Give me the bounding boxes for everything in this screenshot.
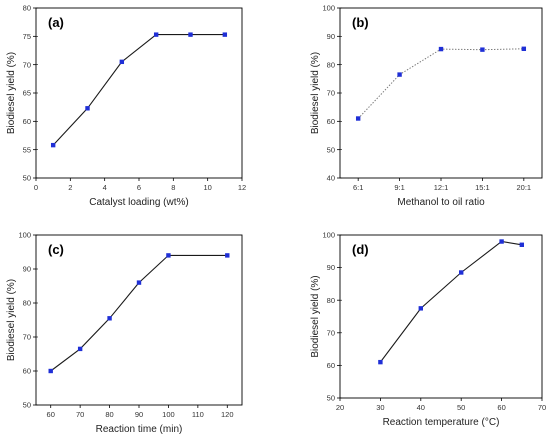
x-tick-label: 6:1 (353, 183, 363, 192)
x-tick-label: 60 (47, 410, 55, 419)
x-axis-label: Reaction time (min) (96, 424, 183, 435)
x-tick-label: 12 (238, 183, 246, 192)
x-tick-label: 60 (497, 403, 505, 412)
data-point-marker (77, 346, 83, 352)
data-point-marker (499, 239, 504, 244)
x-tick-label: 2 (68, 183, 72, 192)
x-tick-label: 6 (137, 183, 141, 192)
chart-panel-2: 40 50 60 70 80 90 100 6:1 9:1 12:1 15:1 20:1 Methano… (310, 4, 543, 208)
x-tick-label: 9:1 (394, 183, 404, 192)
data-point-marker (397, 72, 402, 77)
data-point-marker (153, 32, 159, 37)
y-tick-label: 50 (327, 145, 335, 154)
y-tick-label: 90 (23, 265, 31, 274)
y-tick-label: 60 (327, 117, 335, 126)
y-tick-label: 100 (322, 4, 335, 13)
x-tick-label: 12:1 (434, 183, 449, 192)
y-tick-label: 70 (23, 60, 31, 69)
y-tick-label: 70 (327, 89, 335, 98)
y-tick-label: 80 (327, 60, 335, 69)
plot-frame (339, 234, 543, 399)
data-point-marker (418, 306, 423, 311)
x-tick-label: 0 (34, 183, 38, 192)
y-axis-label: Biodiesel yield (%) (6, 279, 17, 361)
panel-label: (d) (352, 242, 369, 257)
y-tick-label: 60 (327, 361, 335, 370)
data-point-marker (188, 32, 193, 37)
panel-label: (c) (48, 242, 64, 257)
y-tick-label: 50 (23, 401, 31, 410)
data-point-marker (222, 32, 228, 37)
y-tick-label: 55 (23, 145, 31, 154)
y-tick-label: 70 (327, 328, 335, 337)
y-tick-label: 40 (327, 174, 335, 183)
panel-label: (a) (48, 15, 64, 30)
chart-panel-3: 50 60 70 80 90 100 60 70 80 90 100 110 120 Reaction t… (6, 231, 243, 435)
data-point-marker (166, 253, 171, 258)
y-axis-label: Biodiesel yield (%) (310, 275, 321, 357)
y-tick-label: 50 (327, 394, 335, 403)
data-point-marker (519, 242, 524, 247)
y-axis-label: Biodiesel yield (%) (6, 52, 17, 134)
x-tick-label: 4 (103, 183, 107, 192)
x-axis-label: Catalyst loading (wt%) (89, 197, 188, 208)
x-tick-label: 30 (376, 403, 384, 412)
x-tick-label: 80 (105, 410, 113, 419)
y-tick-label: 75 (23, 32, 31, 41)
y-tick-label: 100 (322, 231, 335, 240)
x-tick-label: 20 (336, 403, 344, 412)
plot-frame (339, 7, 543, 179)
x-tick-label: 10 (203, 183, 211, 192)
chart-panel-4: 50 60 70 80 90 100 20 30 40 50 60 70 Reaction temper… (310, 231, 546, 428)
y-tick-label: 80 (23, 4, 31, 13)
y-tick-label: 70 (23, 333, 31, 342)
y-tick-label: 90 (327, 32, 335, 41)
data-point-marker (355, 116, 361, 121)
plot-frame (35, 234, 243, 406)
series-line (379, 240, 522, 363)
y-tick-label: 90 (327, 263, 335, 272)
x-tick-label: 70 (76, 410, 84, 419)
x-axis-label: Methanol to oil ratio (397, 197, 485, 208)
x-tick-label: 100 (162, 410, 175, 419)
data-point-marker (378, 359, 383, 365)
y-tick-label: 60 (23, 117, 31, 126)
data-point-marker (50, 142, 56, 148)
y-tick-label: 80 (327, 296, 335, 305)
data-point-marker (119, 59, 125, 65)
x-tick-label: 8 (171, 183, 175, 192)
x-tick-label: 40 (417, 403, 425, 412)
panel-label: (b) (352, 15, 369, 30)
data-point-marker (136, 280, 142, 285)
y-tick-label: 100 (18, 231, 31, 240)
y-tick-label: 65 (23, 89, 31, 98)
x-tick-label: 120 (221, 410, 234, 419)
x-tick-label: 110 (192, 410, 204, 419)
y-tick-label: 80 (23, 299, 31, 308)
x-tick-label: 15:1 (475, 183, 490, 192)
series-line (52, 34, 225, 146)
series-line (50, 254, 228, 372)
data-point-marker (107, 316, 112, 321)
chart-panel-1: 50 55 60 65 70 75 80 0 2 4 6 8 10 12 Catalyst loading … (6, 4, 246, 208)
x-tick-label: 20:1 (517, 183, 532, 192)
plot-frame (35, 7, 243, 179)
data-point-marker (459, 270, 464, 275)
series-line (357, 48, 524, 119)
y-tick-label: 50 (23, 174, 31, 183)
data-point-marker (225, 253, 230, 258)
data-point-marker (438, 46, 444, 52)
data-point-marker (521, 46, 527, 51)
data-point-marker (48, 368, 53, 374)
y-axis-label: Biodiesel yield (%) (310, 52, 321, 134)
y-tick-label: 60 (23, 367, 31, 376)
data-point-marker (85, 106, 90, 111)
x-tick-label: 90 (135, 410, 143, 419)
x-tick-label: 70 (538, 403, 546, 412)
x-tick-label: 50 (457, 403, 465, 412)
x-axis-label: Reaction temperature (°C) (383, 417, 500, 428)
data-point-marker (480, 47, 485, 52)
